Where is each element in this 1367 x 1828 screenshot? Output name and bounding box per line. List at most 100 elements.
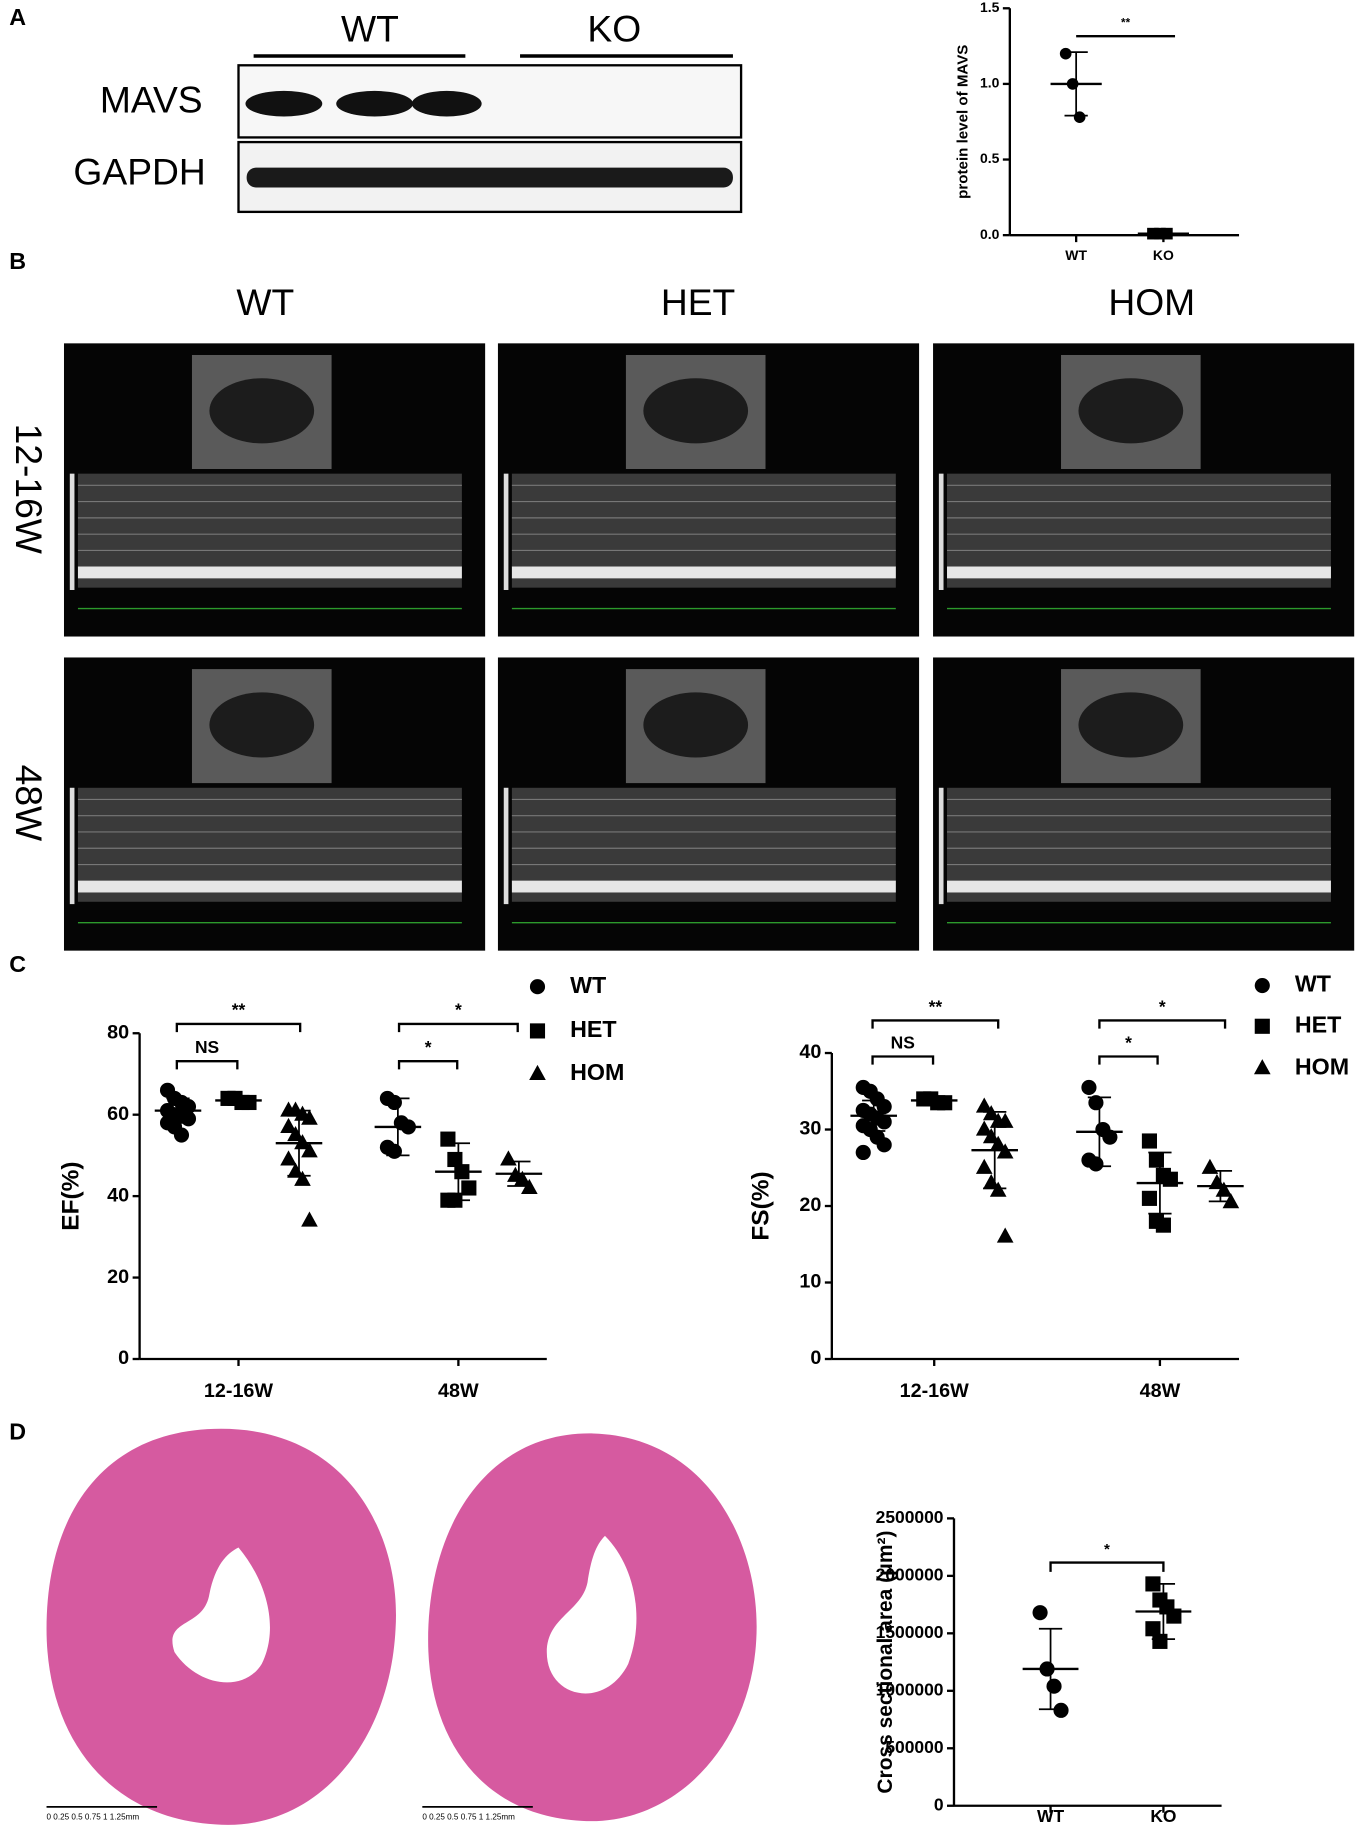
echo-wall xyxy=(77,880,462,893)
x-tick-label: 48W xyxy=(438,1380,479,1402)
data-point xyxy=(301,1109,318,1125)
blot-band xyxy=(336,90,414,117)
y-tick-label: 20 xyxy=(107,1266,129,1288)
legend-marker xyxy=(529,1023,546,1039)
echo-column: WT xyxy=(236,281,294,323)
echo-row: 48W xyxy=(8,765,50,842)
panel-letter: A xyxy=(9,4,26,30)
echo-chamber xyxy=(209,692,315,758)
echo-chamber xyxy=(1078,692,1184,758)
data-point xyxy=(1141,1190,1158,1206)
data-point xyxy=(876,1099,892,1115)
data-point xyxy=(996,1227,1014,1243)
data-point xyxy=(1145,1621,1161,1637)
significance-bracket xyxy=(397,1022,519,1033)
y-tick-label: 1.5 xyxy=(980,0,1000,15)
y-tick-label: 0 xyxy=(118,1347,129,1369)
legend-marker xyxy=(529,1064,546,1081)
data-point xyxy=(180,1111,197,1127)
echo-wall xyxy=(511,880,896,893)
significance-label: * xyxy=(1159,996,1166,1016)
x-tick-label: WT xyxy=(1065,247,1087,263)
blot-group: KO xyxy=(587,7,641,49)
significance-bracket xyxy=(1049,1561,1165,1572)
tissue-lumen xyxy=(546,1535,637,1694)
y-axis-label: Cross sectional area (μm²) xyxy=(874,1531,897,1794)
blot-box xyxy=(237,64,743,139)
echo-wall xyxy=(947,880,1331,893)
y-tick-label: 10 xyxy=(799,1271,821,1293)
echo-scale xyxy=(69,787,75,905)
y-tick-label: 1000000 xyxy=(876,1679,944,1699)
legend-label: WT xyxy=(1295,971,1331,997)
echo-scale xyxy=(503,787,509,905)
y-tick-label: 2500000 xyxy=(876,1507,944,1527)
y-tick-label: 1.0 xyxy=(980,75,1000,91)
data-point xyxy=(1141,1133,1158,1149)
y-tick-label: 30 xyxy=(799,1118,821,1140)
y-tick-label: 500000 xyxy=(885,1737,943,1757)
y-tick-label: 0.5 xyxy=(980,150,1000,166)
data-point xyxy=(1081,1079,1097,1096)
significance-bracket xyxy=(397,1060,459,1070)
echo-scale xyxy=(69,473,75,590)
echo-scale xyxy=(938,473,944,590)
significance-label: * xyxy=(1104,1541,1110,1558)
x-tick-label: WT xyxy=(1037,1806,1064,1826)
legend-label: HOM xyxy=(1295,1053,1349,1079)
echo-column: HET xyxy=(661,281,735,323)
data-point xyxy=(294,1170,311,1186)
data-point xyxy=(876,1114,892,1130)
echo-scale xyxy=(503,473,509,590)
echo-chamber xyxy=(643,692,749,758)
data-point xyxy=(1152,1633,1168,1649)
data-point xyxy=(876,1137,892,1153)
echo-wall xyxy=(947,566,1331,579)
y-axis-label: protein level of MAVS xyxy=(954,45,971,199)
data-point xyxy=(975,1120,993,1136)
y-axis-label: EF(%) xyxy=(58,1162,85,1231)
significance-bracket xyxy=(871,1019,1000,1029)
data-point xyxy=(937,1095,953,1111)
tissue-lumen xyxy=(172,1547,270,1683)
data-point xyxy=(386,1143,402,1159)
echo-chamber xyxy=(643,378,749,444)
y-tick-label: 40 xyxy=(107,1184,129,1206)
data-point xyxy=(975,1158,993,1174)
data-point xyxy=(1053,1702,1069,1718)
significance-label: ** xyxy=(232,1000,246,1020)
data-point xyxy=(280,1150,297,1166)
x-tick-label: 12-16W xyxy=(900,1380,970,1402)
protein-label: GAPDH xyxy=(73,150,205,192)
significance-label: * xyxy=(425,1037,432,1057)
y-tick-label: 0 xyxy=(934,1794,944,1814)
significance-label: ** xyxy=(929,996,943,1016)
y-tick-label: 60 xyxy=(107,1103,129,1125)
echo-chamber xyxy=(1078,378,1184,444)
data-point xyxy=(301,1142,318,1158)
data-point xyxy=(1155,1217,1171,1233)
y-tick-label: 0.0 xyxy=(980,226,1000,242)
significance-label: NS xyxy=(891,1032,915,1052)
significance-bracket xyxy=(1098,1055,1159,1065)
legend-marker xyxy=(1254,977,1270,994)
echo-chamber xyxy=(209,378,315,444)
data-point xyxy=(500,1150,517,1166)
echo-wall xyxy=(77,566,462,579)
data-point xyxy=(241,1094,257,1111)
y-tick-label: 40 xyxy=(799,1041,821,1063)
echo-column: HOM xyxy=(1108,281,1195,323)
significance-label: ** xyxy=(1121,16,1131,29)
x-tick-label: KO xyxy=(1153,247,1174,263)
x-tick-label: 12-16W xyxy=(204,1380,274,1402)
data-point xyxy=(280,1117,297,1133)
data-point xyxy=(855,1144,871,1161)
scale-bar-label: 0 0.25 0.5 0.75 1 1.25mm xyxy=(422,1813,515,1822)
panel-letter: B xyxy=(9,248,26,274)
significance-bracket xyxy=(871,1055,935,1065)
data-point xyxy=(1046,1678,1062,1694)
data-point xyxy=(461,1180,477,1196)
data-point xyxy=(1148,1152,1164,1168)
